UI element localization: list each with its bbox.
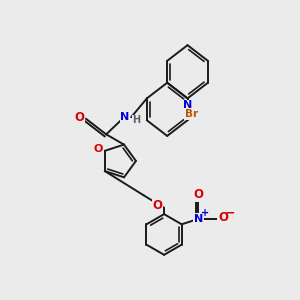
Text: N: N (194, 214, 203, 224)
Text: O: O (75, 111, 85, 124)
Text: −: − (225, 207, 236, 220)
Text: O: O (93, 144, 103, 154)
Text: H: H (133, 115, 141, 125)
Text: +: + (201, 208, 209, 218)
Text: O: O (152, 199, 162, 212)
Text: N: N (183, 100, 192, 110)
Text: Br: Br (185, 109, 198, 119)
Text: N: N (120, 112, 130, 122)
Text: O: O (218, 211, 228, 224)
Text: O: O (194, 188, 203, 201)
